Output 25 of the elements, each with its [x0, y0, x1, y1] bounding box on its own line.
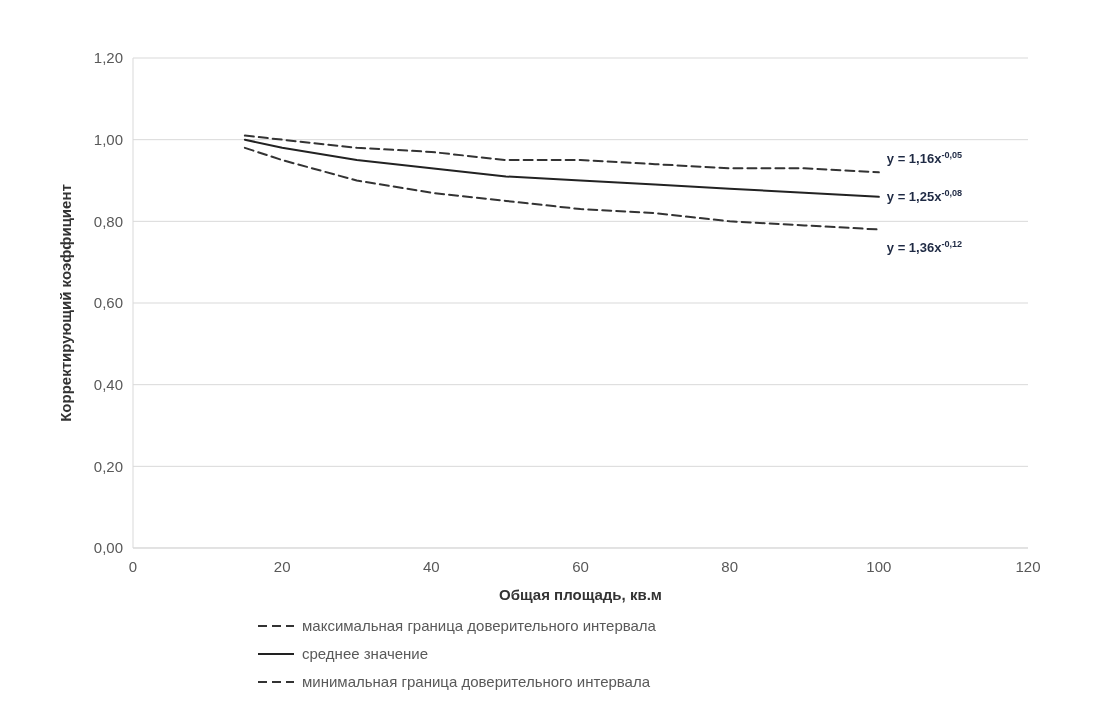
- legend-label: максимальная граница доверительного интервала: [302, 617, 657, 635]
- annotation: y = 1,36x$^{-0,12}$: [886, 239, 963, 256]
- legend-label: среднее значение: [302, 645, 429, 663]
- annotation: y = 1,25x$^{-0,08}$: [886, 188, 963, 205]
- x-axis-title: Общая площадь, кв.м: [499, 586, 662, 603]
- x-tick-label: 40: [422, 558, 440, 575]
- y-tick-label: 0,80: [93, 212, 123, 230]
- x-tick-label: 0: [128, 558, 138, 575]
- line-series: [243, 146, 880, 231]
- x-tick-label: 60: [572, 558, 589, 575]
- x-tick-label: 100: [866, 558, 892, 575]
- line-series: [243, 134, 880, 174]
- legend-label: минимальная граница доверительного интервала: [302, 673, 651, 691]
- y-tick-label: 0,60: [93, 294, 123, 312]
- annotation: y = 1,16x$^{-0,05}$: [886, 149, 963, 166]
- y-tick-label: 0,20: [93, 457, 123, 475]
- x-tick-label: 120: [1015, 558, 1041, 575]
- y-tick-label: 1,00: [93, 130, 123, 148]
- y-tick-label: 0,00: [93, 539, 123, 557]
- x-tick-label: 20: [273, 558, 291, 575]
- x-tick-label: 80: [721, 558, 739, 575]
- y-axis-title: Корректирующий коэффициент: [57, 184, 74, 422]
- y-tick-label: 1,20: [93, 49, 123, 67]
- line-series: [243, 138, 880, 198]
- y-tick-label: 0,40: [93, 375, 123, 393]
